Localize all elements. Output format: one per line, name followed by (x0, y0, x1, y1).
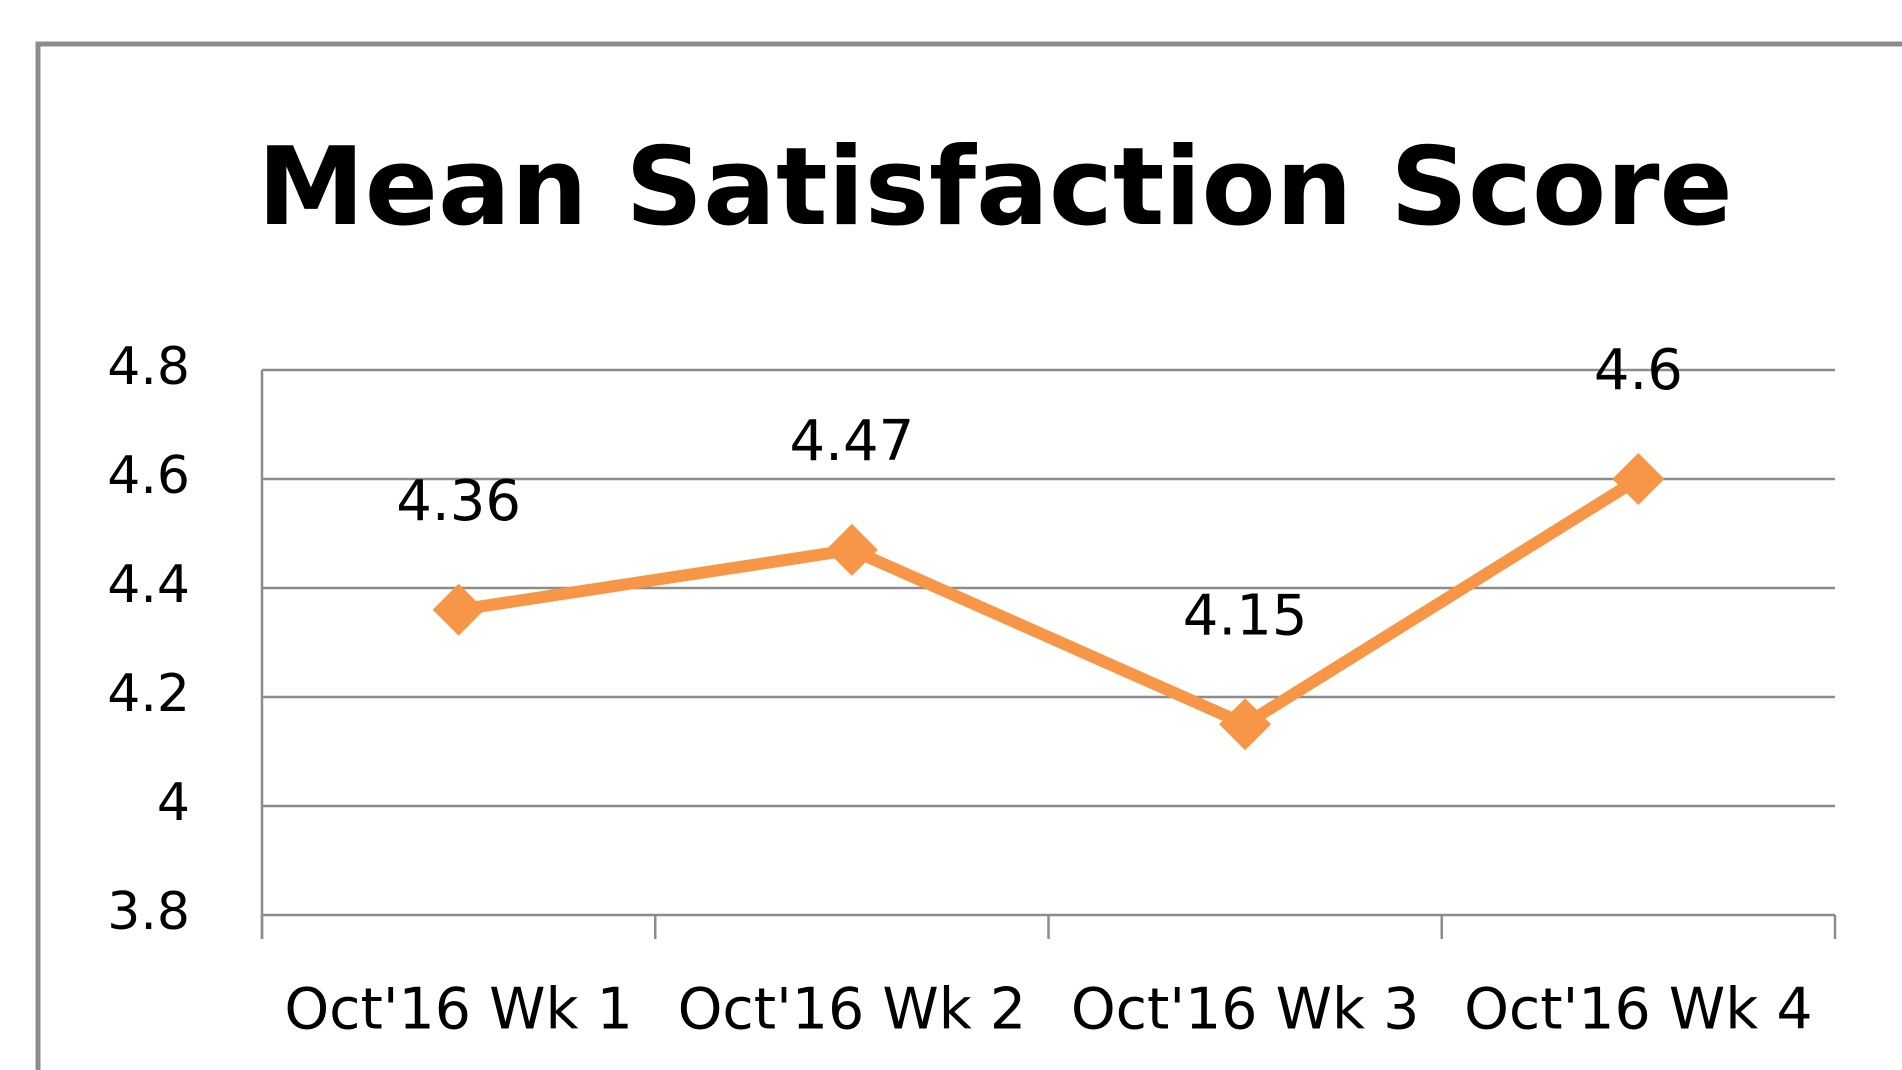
data-point (1219, 698, 1272, 751)
chart-frame (35, 41, 1902, 1070)
x-tick-label: Oct'16 Wk 3 (1071, 977, 1420, 1043)
data-line (457, 473, 1642, 731)
data-point (432, 583, 485, 636)
data-point (1612, 453, 1665, 505)
chart-title: Mean Satisfaction Score (257, 125, 1732, 250)
y-tick-label: 3.8 (107, 882, 190, 942)
y-tick-label: 4.6 (107, 446, 190, 506)
y-tick-label: 4.4 (107, 555, 190, 615)
data-label: 4.36 (396, 469, 521, 534)
data-label: 4.15 (1183, 583, 1308, 648)
x-tick-label: Oct'16 Wk 1 (284, 977, 633, 1043)
x-tick-label: Oct'16 Wk 2 (678, 977, 1027, 1043)
data-label: 4.47 (790, 409, 915, 474)
y-tick-label: 4 (157, 773, 190, 833)
data-point (825, 523, 878, 576)
data-label: 4.6 (1594, 338, 1683, 403)
y-tick-label: 4.2 (107, 664, 190, 724)
x-tick-label: Oct'16 Wk 4 (1464, 977, 1813, 1043)
y-tick-label: 4.8 (107, 337, 190, 397)
